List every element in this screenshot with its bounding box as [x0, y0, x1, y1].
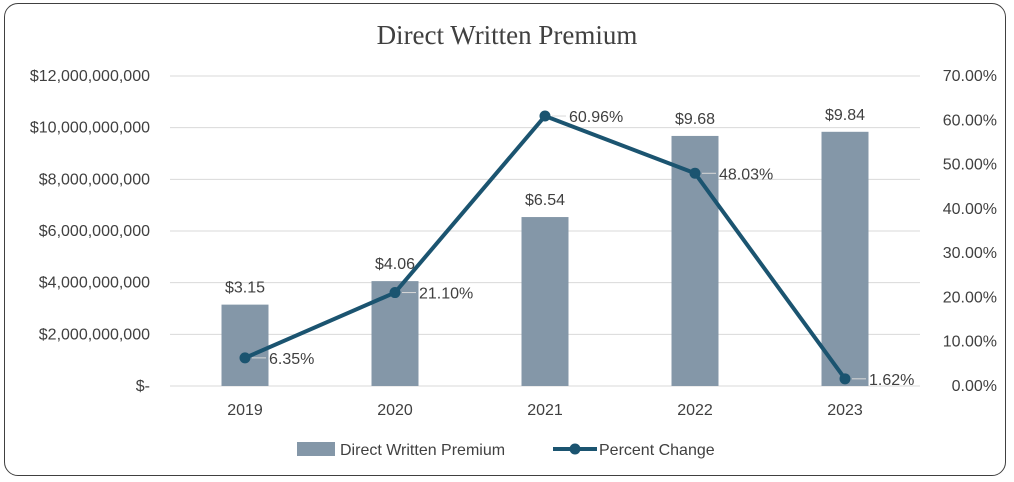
x-axis-tick-label: 2020 [377, 402, 413, 419]
left-axis-tick-label: $12,000,000,000 [30, 68, 150, 85]
line-point [389, 287, 401, 299]
right-axis-tick-label: 60.00% [943, 112, 997, 129]
left-axis-tick-label: $6,000,000,000 [39, 223, 150, 240]
line-point [239, 352, 251, 364]
right-axis-tick-label: 0.00% [952, 378, 997, 395]
left-axis-tick-label: $4,000,000,000 [39, 275, 150, 292]
axes: $- $2,000,000,000 $4,000,000,000 $6,000,000… [30, 68, 997, 419]
line-data-label: 21.10% [419, 286, 473, 303]
right-axis-tick-label: 20.00% [943, 289, 997, 306]
x-axis-tick-label: 2023 [827, 402, 863, 419]
right-axis-tick-label: 50.00% [943, 157, 997, 174]
right-axis-tick-label: 10.00% [943, 334, 997, 351]
chart-title: Direct Written Premium [377, 20, 638, 50]
line-point [689, 167, 701, 179]
legend: Direct Written Premium Percent Change [297, 442, 715, 459]
bar-data-label: $9.84 [825, 107, 865, 124]
right-axis-tick-label: 70.00% [943, 68, 997, 85]
bar [821, 131, 869, 386]
line-series [239, 110, 851, 385]
line-data-label: 60.96% [569, 109, 623, 126]
left-axis-tick-label: $10,000,000,000 [30, 120, 150, 137]
x-axis-tick-label: 2021 [527, 402, 563, 419]
legend-line-label: Percent Change [599, 442, 715, 459]
line-data-label: 6.35% [269, 351, 314, 368]
data-labels: $3.15 $4.06 $6.54 $9.68 $9.84 6.35% 21.10% 60.9… [225, 107, 914, 389]
x-axis-tick-label: 2022 [677, 402, 713, 419]
left-axis-tick-label: $- [136, 378, 150, 395]
line-point [839, 373, 851, 385]
right-axis-tick-label: 30.00% [943, 245, 997, 262]
x-axis-tick-label: 2019 [227, 402, 263, 419]
left-axis-tick-label: $8,000,000,000 [39, 171, 150, 188]
line-data-label: 1.62% [869, 372, 914, 389]
line-data-label: 48.03% [719, 166, 773, 183]
line-point [539, 110, 551, 122]
bar-series [221, 131, 869, 386]
bar-data-label: $9.68 [675, 111, 715, 128]
bar [521, 217, 569, 386]
bar [221, 304, 269, 386]
legend-bar-swatch [297, 442, 335, 456]
bar-data-label: $4.06 [375, 256, 415, 273]
legend-line-marker [569, 443, 581, 455]
bar-data-label: $3.15 [225, 280, 265, 297]
legend-bar-label: Direct Written Premium [340, 442, 505, 459]
right-axis-tick-label: 40.00% [943, 201, 997, 218]
bar-data-label: $6.54 [525, 192, 565, 209]
left-axis-tick-label: $2,000,000,000 [39, 326, 150, 343]
